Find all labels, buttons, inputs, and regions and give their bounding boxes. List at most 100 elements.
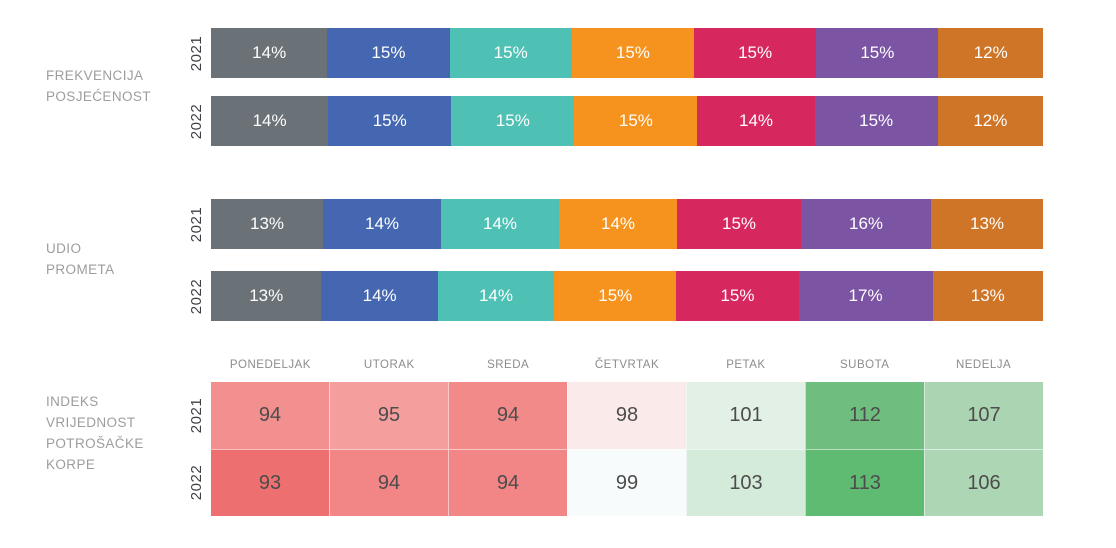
header-spacer bbox=[183, 352, 211, 382]
heatmap-cell-value: 112 bbox=[849, 404, 881, 426]
year-label-text: 2022 bbox=[188, 278, 206, 314]
bar-segment: 15% bbox=[574, 96, 698, 146]
heatmap-cell-value: 93 bbox=[258, 471, 282, 494]
stacked-bar-chart-udio-prometa: 2021 13% 14% 14% 14% 15% 16% 13% 2022 13% 14% 14% 15… bbox=[183, 199, 1043, 321]
bar-segment-label: 15% bbox=[720, 286, 755, 305]
bar-segment-label: 14% bbox=[252, 111, 287, 130]
section-title-udio-prometa: UDIO PROMETA bbox=[46, 241, 115, 277]
bar-segment: 15% bbox=[694, 28, 817, 78]
heatmap-cell: 94 bbox=[211, 382, 329, 449]
bar-segment: 13% bbox=[211, 271, 322, 321]
heatmap-cell-value: 98 bbox=[615, 404, 639, 426]
bar-segment: 13% bbox=[932, 271, 1043, 321]
year-label-text: 2022 bbox=[188, 103, 206, 139]
heatmap-cell: 98 bbox=[567, 382, 686, 449]
bar-segment-label: 15% bbox=[371, 43, 406, 62]
bar-segment-label: 15% bbox=[493, 43, 528, 62]
stacked-bar-2022: 13% 14% 14% 15% 15% 17% 13% bbox=[211, 271, 1043, 321]
heatmap-cell-value: 94 bbox=[496, 404, 520, 426]
bar-segment-label: 12% bbox=[973, 43, 1008, 62]
stacked-bar-chart-frekvencija: 2021 14% 15% 15% 15% 15% 15% 12% 2022 14% 15% 15% 15… bbox=[183, 28, 1044, 146]
section-title-indeks-vrijednost: INDEKS VRIJEDNOST POTROŠAČKE KORPE bbox=[46, 394, 144, 472]
heatmap-cell: 107 bbox=[924, 382, 1043, 449]
heatmap-cell-value: 99 bbox=[615, 471, 639, 494]
heatmap-cell: 113 bbox=[805, 449, 924, 516]
bar-segment: 12% bbox=[937, 96, 1043, 146]
bar-segment: 12% bbox=[938, 28, 1044, 78]
year-label-text: 2022 bbox=[188, 464, 206, 501]
bar-row-2022: 2022 13% 14% 14% 15% 15% 17% 13% bbox=[183, 271, 1043, 321]
bar-segment-label: 15% bbox=[721, 214, 757, 233]
bar-segment-label: 13% bbox=[249, 214, 285, 233]
bar-segment-label: 17% bbox=[848, 286, 883, 305]
heatmap-cell-value: 103 bbox=[729, 471, 763, 494]
bar-segment-label: 15% bbox=[618, 111, 653, 130]
year-label-text: 2021 bbox=[188, 397, 206, 434]
bar-segment: 15% bbox=[571, 28, 694, 78]
bar-segment-label: 14% bbox=[600, 214, 636, 233]
bar-segment: 15% bbox=[814, 96, 938, 146]
bar-segment-label: 14% bbox=[482, 214, 518, 233]
bar-segment-label: 14% bbox=[739, 111, 774, 130]
heatmap-day-headers: PONEDELJAK UTORAK SREDA ČETVRTAK PETAK SUBOTA… bbox=[183, 352, 1043, 382]
bar-segment: 14% bbox=[437, 271, 555, 321]
stacked-bar-2021: 14% 15% 15% 15% 15% 15% 12% bbox=[211, 28, 1044, 78]
heatmap-cell-value: 101 bbox=[729, 404, 763, 426]
bar-segment: 15% bbox=[816, 28, 939, 78]
bar-segment-label: 15% bbox=[372, 111, 407, 130]
day-column-header: NEDELJA bbox=[955, 359, 1012, 371]
bar-segment: 15% bbox=[328, 96, 452, 146]
year-label-text: 2021 bbox=[188, 35, 206, 71]
heatmap-row-2022: 2022 93 94 94 99 103 113 106 bbox=[183, 449, 1043, 516]
heatmap-row-2021: 2021 94 95 94 98 101 112 107 bbox=[183, 382, 1043, 449]
year-label-2021: 2021 bbox=[183, 28, 211, 78]
day-column-header: SREDA bbox=[487, 359, 530, 371]
bar-segment: 15% bbox=[676, 271, 799, 321]
day-column-header: SUBOTA bbox=[840, 359, 890, 371]
bar-segment-label: 13% bbox=[970, 286, 1005, 305]
bar-segment-label: 15% bbox=[495, 111, 530, 130]
heatmap-cell-value: 107 bbox=[967, 404, 1001, 426]
bar-segment-label: 14% bbox=[362, 286, 397, 305]
bar-segment-label: 13% bbox=[249, 286, 284, 305]
year-label-2022: 2022 bbox=[183, 271, 211, 321]
bar-segment: 14% bbox=[559, 199, 677, 249]
bar-segment-label: 14% bbox=[364, 214, 400, 233]
bar-segment-label: 15% bbox=[598, 286, 633, 305]
day-column-header: PETAK bbox=[726, 359, 766, 371]
bar-row-2021: 2021 14% 15% 15% 15% 15% 15% 12% bbox=[183, 28, 1044, 78]
bar-segment-label: 14% bbox=[252, 43, 287, 62]
bar-row-2022: 2022 14% 15% 15% 15% 14% 15% 12% bbox=[183, 96, 1043, 146]
bar-segment: 14% bbox=[211, 28, 328, 78]
year-label-2021: 2021 bbox=[183, 199, 211, 249]
bar-segment-label: 13% bbox=[969, 214, 1005, 233]
year-label-2022: 2022 bbox=[183, 449, 211, 516]
bar-row-2021: 2021 13% 14% 14% 14% 15% 16% 13% bbox=[183, 199, 1043, 249]
day-column-header: ČETVRTAK bbox=[594, 359, 660, 371]
bar-segment: 15% bbox=[677, 199, 801, 249]
section-title-frekvencija-posjecenost: FREKVENCIJA POSJEĆENOST bbox=[46, 68, 151, 104]
heatmap-cell: 103 bbox=[686, 449, 805, 516]
bar-segment: 14% bbox=[211, 96, 329, 146]
bar-segment: 13% bbox=[211, 199, 323, 249]
heatmap-cell: 99 bbox=[567, 449, 686, 516]
heatmap-cell-value: 94 bbox=[377, 471, 401, 494]
heatmap-chart-indeks: PONEDELJAK UTORAK SREDA ČETVRTAK PETAK SUBOTA… bbox=[183, 352, 1043, 516]
bar-segment-label: 15% bbox=[860, 43, 895, 62]
heatmap-cells-2021: 94 95 94 98 101 112 107 bbox=[211, 382, 1043, 449]
bar-segment: 15% bbox=[327, 28, 450, 78]
bar-segment-label: 15% bbox=[738, 43, 773, 62]
bar-segment-label: 14% bbox=[478, 286, 513, 305]
heatmap-cell: 106 bbox=[924, 449, 1043, 516]
day-column-header: UTORAK bbox=[363, 359, 415, 371]
bar-segment: 15% bbox=[554, 271, 677, 321]
heatmap-cell: 101 bbox=[686, 382, 805, 449]
heatmap-cell: 94 bbox=[448, 449, 567, 516]
bar-segment-label: 12% bbox=[973, 111, 1008, 130]
heatmap-cells-2022: 93 94 94 99 103 113 106 bbox=[211, 449, 1043, 516]
stacked-bar-2022: 14% 15% 15% 15% 14% 15% 12% bbox=[211, 96, 1043, 146]
bar-segment: 17% bbox=[798, 271, 933, 321]
heatmap-cell-value: 94 bbox=[496, 471, 520, 494]
year-label-text: 2021 bbox=[188, 206, 206, 242]
